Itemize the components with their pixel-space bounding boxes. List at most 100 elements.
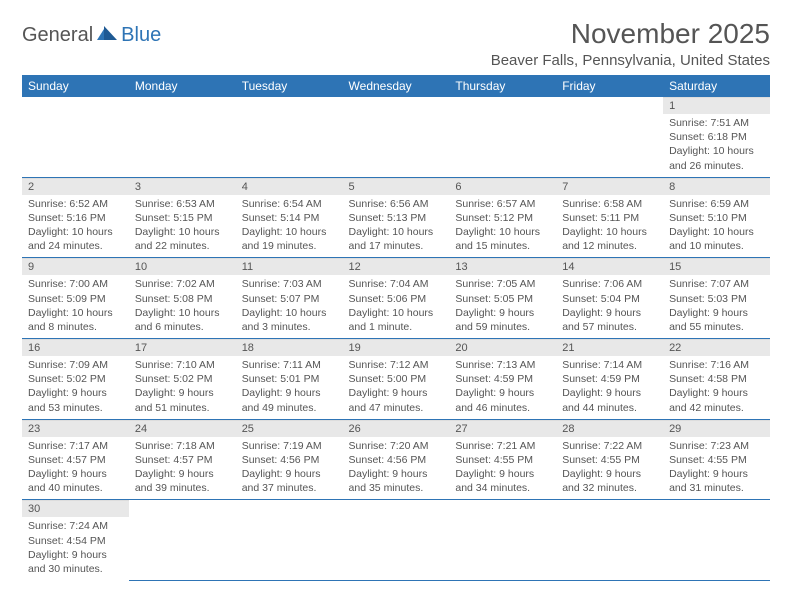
sunrise-text: Sunrise: 7:18 AM bbox=[135, 439, 230, 453]
day-details: Sunrise: 6:54 AMSunset: 5:14 PMDaylight:… bbox=[236, 195, 343, 258]
sunrise-text: Sunrise: 7:09 AM bbox=[28, 358, 123, 372]
day-details: Sunrise: 7:09 AMSunset: 5:02 PMDaylight:… bbox=[22, 356, 129, 419]
calendar-day-cell: 4Sunrise: 6:54 AMSunset: 5:14 PMDaylight… bbox=[236, 177, 343, 258]
daylight-text: Daylight: 9 hours and 35 minutes. bbox=[349, 467, 444, 495]
daylight-text: Daylight: 10 hours and 17 minutes. bbox=[349, 225, 444, 253]
sunset-text: Sunset: 5:08 PM bbox=[135, 292, 230, 306]
day-number: 29 bbox=[663, 420, 770, 437]
day-number: 18 bbox=[236, 339, 343, 356]
day-number: 19 bbox=[343, 339, 450, 356]
daylight-text: Daylight: 9 hours and 51 minutes. bbox=[135, 386, 230, 414]
daylight-text: Daylight: 10 hours and 26 minutes. bbox=[669, 144, 764, 172]
sunrise-text: Sunrise: 7:24 AM bbox=[28, 519, 123, 533]
calendar-day-cell: 10Sunrise: 7:02 AMSunset: 5:08 PMDayligh… bbox=[129, 258, 236, 339]
sunrise-text: Sunrise: 7:02 AM bbox=[135, 277, 230, 291]
daylight-text: Daylight: 9 hours and 42 minutes. bbox=[669, 386, 764, 414]
calendar-day-cell: 1Sunrise: 7:51 AMSunset: 6:18 PMDaylight… bbox=[663, 97, 770, 177]
calendar-day-cell: 9Sunrise: 7:00 AMSunset: 5:09 PMDaylight… bbox=[22, 258, 129, 339]
day-details: Sunrise: 7:00 AMSunset: 5:09 PMDaylight:… bbox=[22, 275, 129, 338]
calendar-day-cell bbox=[22, 97, 129, 177]
sunrise-text: Sunrise: 7:03 AM bbox=[242, 277, 337, 291]
sunrise-text: Sunrise: 7:00 AM bbox=[28, 277, 123, 291]
daylight-text: Daylight: 9 hours and 46 minutes. bbox=[455, 386, 550, 414]
daylight-text: Daylight: 9 hours and 53 minutes. bbox=[28, 386, 123, 414]
day-details: Sunrise: 7:51 AMSunset: 6:18 PMDaylight:… bbox=[663, 114, 770, 177]
day-number: 25 bbox=[236, 420, 343, 437]
sunset-text: Sunset: 5:12 PM bbox=[455, 211, 550, 225]
calendar-day-cell: 30Sunrise: 7:24 AMSunset: 4:54 PMDayligh… bbox=[22, 500, 129, 580]
daylight-text: Daylight: 9 hours and 55 minutes. bbox=[669, 306, 764, 334]
day-details: Sunrise: 7:16 AMSunset: 4:58 PMDaylight:… bbox=[663, 356, 770, 419]
sunrise-text: Sunrise: 7:16 AM bbox=[669, 358, 764, 372]
sunset-text: Sunset: 5:14 PM bbox=[242, 211, 337, 225]
day-number: 13 bbox=[449, 258, 556, 275]
daylight-text: Daylight: 10 hours and 3 minutes. bbox=[242, 306, 337, 334]
weekday-header: Saturday bbox=[663, 75, 770, 97]
sunset-text: Sunset: 4:59 PM bbox=[562, 372, 657, 386]
sunrise-text: Sunrise: 6:53 AM bbox=[135, 197, 230, 211]
calendar-day-cell: 23Sunrise: 7:17 AMSunset: 4:57 PMDayligh… bbox=[22, 419, 129, 500]
day-details: Sunrise: 7:06 AMSunset: 5:04 PMDaylight:… bbox=[556, 275, 663, 338]
location: Beaver Falls, Pennsylvania, United State… bbox=[491, 52, 770, 69]
sunset-text: Sunset: 4:57 PM bbox=[28, 453, 123, 467]
calendar-day-cell bbox=[663, 500, 770, 580]
daylight-text: Daylight: 10 hours and 19 minutes. bbox=[242, 225, 337, 253]
calendar-day-cell bbox=[129, 97, 236, 177]
calendar-day-cell: 21Sunrise: 7:14 AMSunset: 4:59 PMDayligh… bbox=[556, 339, 663, 420]
daylight-text: Daylight: 9 hours and 30 minutes. bbox=[28, 548, 123, 576]
sunset-text: Sunset: 5:03 PM bbox=[669, 292, 764, 306]
sunrise-text: Sunrise: 7:17 AM bbox=[28, 439, 123, 453]
day-number: 7 bbox=[556, 178, 663, 195]
day-details: Sunrise: 6:52 AMSunset: 5:16 PMDaylight:… bbox=[22, 195, 129, 258]
calendar-day-cell bbox=[449, 500, 556, 580]
day-number: 4 bbox=[236, 178, 343, 195]
day-number: 8 bbox=[663, 178, 770, 195]
day-number: 30 bbox=[22, 500, 129, 517]
weekday-header-row: Sunday Monday Tuesday Wednesday Thursday… bbox=[22, 75, 770, 97]
daylight-text: Daylight: 9 hours and 47 minutes. bbox=[349, 386, 444, 414]
header: General Blue November 2025 Beaver Falls,… bbox=[22, 18, 770, 69]
calendar-day-cell: 24Sunrise: 7:18 AMSunset: 4:57 PMDayligh… bbox=[129, 419, 236, 500]
day-number: 12 bbox=[343, 258, 450, 275]
sunset-text: Sunset: 4:55 PM bbox=[562, 453, 657, 467]
day-number: 21 bbox=[556, 339, 663, 356]
sunset-text: Sunset: 5:09 PM bbox=[28, 292, 123, 306]
calendar-week-row: 2Sunrise: 6:52 AMSunset: 5:16 PMDaylight… bbox=[22, 177, 770, 258]
daylight-text: Daylight: 9 hours and 49 minutes. bbox=[242, 386, 337, 414]
sunrise-text: Sunrise: 6:57 AM bbox=[455, 197, 550, 211]
day-number: 26 bbox=[343, 420, 450, 437]
calendar-day-cell: 3Sunrise: 6:53 AMSunset: 5:15 PMDaylight… bbox=[129, 177, 236, 258]
day-details: Sunrise: 6:59 AMSunset: 5:10 PMDaylight:… bbox=[663, 195, 770, 258]
daylight-text: Daylight: 9 hours and 31 minutes. bbox=[669, 467, 764, 495]
sunrise-text: Sunrise: 7:21 AM bbox=[455, 439, 550, 453]
calendar-day-cell: 25Sunrise: 7:19 AMSunset: 4:56 PMDayligh… bbox=[236, 419, 343, 500]
daylight-text: Daylight: 10 hours and 10 minutes. bbox=[669, 225, 764, 253]
day-details: Sunrise: 7:03 AMSunset: 5:07 PMDaylight:… bbox=[236, 275, 343, 338]
calendar-day-cell: 16Sunrise: 7:09 AMSunset: 5:02 PMDayligh… bbox=[22, 339, 129, 420]
sunset-text: Sunset: 5:02 PM bbox=[28, 372, 123, 386]
day-number: 27 bbox=[449, 420, 556, 437]
day-number: 16 bbox=[22, 339, 129, 356]
calendar-day-cell bbox=[556, 97, 663, 177]
calendar-day-cell: 6Sunrise: 6:57 AMSunset: 5:12 PMDaylight… bbox=[449, 177, 556, 258]
sunrise-text: Sunrise: 6:58 AM bbox=[562, 197, 657, 211]
logo-text-blue: Blue bbox=[121, 24, 161, 47]
calendar-table: Sunday Monday Tuesday Wednesday Thursday… bbox=[22, 75, 770, 581]
calendar-day-cell bbox=[129, 500, 236, 580]
day-number: 14 bbox=[556, 258, 663, 275]
day-number: 5 bbox=[343, 178, 450, 195]
calendar-week-row: 9Sunrise: 7:00 AMSunset: 5:09 PMDaylight… bbox=[22, 258, 770, 339]
weekday-header: Tuesday bbox=[236, 75, 343, 97]
sunset-text: Sunset: 5:13 PM bbox=[349, 211, 444, 225]
calendar-day-cell: 20Sunrise: 7:13 AMSunset: 4:59 PMDayligh… bbox=[449, 339, 556, 420]
day-number: 20 bbox=[449, 339, 556, 356]
sunset-text: Sunset: 4:56 PM bbox=[349, 453, 444, 467]
calendar-week-row: 23Sunrise: 7:17 AMSunset: 4:57 PMDayligh… bbox=[22, 419, 770, 500]
calendar-day-cell: 11Sunrise: 7:03 AMSunset: 5:07 PMDayligh… bbox=[236, 258, 343, 339]
day-details: Sunrise: 7:22 AMSunset: 4:55 PMDaylight:… bbox=[556, 437, 663, 500]
sunset-text: Sunset: 5:16 PM bbox=[28, 211, 123, 225]
daylight-text: Daylight: 9 hours and 37 minutes. bbox=[242, 467, 337, 495]
sunset-text: Sunset: 5:05 PM bbox=[455, 292, 550, 306]
calendar-day-cell: 29Sunrise: 7:23 AMSunset: 4:55 PMDayligh… bbox=[663, 419, 770, 500]
sunrise-text: Sunrise: 7:14 AM bbox=[562, 358, 657, 372]
